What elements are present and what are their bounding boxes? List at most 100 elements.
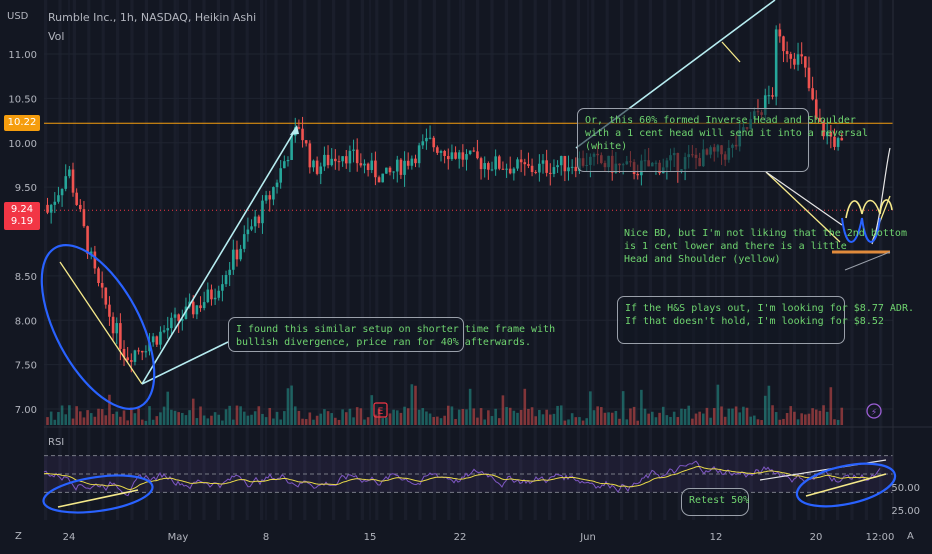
volume-bar (315, 415, 319, 425)
candle-body (559, 156, 563, 166)
y-tick-label: 7.50 (15, 361, 37, 372)
drawings: E ⚡ (40, 0, 897, 514)
volume-bar (519, 409, 523, 425)
volume-bar (581, 420, 585, 425)
volume-bar (505, 407, 508, 425)
volume-bar (534, 416, 538, 425)
grid-lines (44, 0, 893, 520)
volume-bar (140, 419, 144, 425)
volume-bar (516, 412, 519, 425)
candle-body (406, 160, 410, 166)
volume-bar (406, 408, 410, 425)
volume-bar (676, 417, 680, 425)
rsi-tick-label: 50.00 (891, 483, 920, 494)
volume-bar (68, 405, 71, 425)
volume-bar (723, 416, 727, 425)
volume-bar (60, 405, 64, 425)
x-tick-label: May (168, 532, 189, 543)
volume-bar (148, 406, 151, 425)
volume-bar (640, 389, 643, 425)
volume-bar (811, 408, 814, 425)
volume-bar (494, 408, 497, 425)
volume-bar (421, 408, 425, 425)
volume-bar (304, 419, 308, 425)
bottom-annotation-box[interactable]: If the H&S plays out, I'm looking for $8… (617, 296, 914, 344)
volume-bar (457, 409, 461, 425)
volume-bar (712, 408, 716, 425)
volume-bar (381, 418, 384, 425)
volume-bar (742, 406, 745, 425)
candle-body (782, 36, 785, 52)
candle-body (574, 166, 578, 172)
volume-bar (570, 413, 574, 425)
y-tick-label: 8.00 (15, 316, 37, 327)
volume-bar (479, 408, 483, 425)
candle-body (341, 156, 344, 162)
candle-body (425, 137, 428, 142)
volume-bar (239, 406, 242, 425)
volume-bar (734, 406, 738, 425)
candle-body (392, 171, 395, 173)
volume-bar (767, 385, 771, 425)
volume-bar (763, 395, 767, 425)
candle-body (836, 138, 840, 147)
volume-bar (137, 408, 140, 425)
mid-annotation-box[interactable]: Nice BD, but I'm not liking that the 2nd… (617, 222, 907, 270)
earnings-marker-box (373, 402, 388, 418)
volume-bar (530, 407, 534, 425)
top-annotation-box[interactable]: Or, this 60% formed Inverse Head and Sho… (577, 108, 868, 172)
candle-body (71, 169, 75, 193)
candle-body (465, 154, 468, 160)
volume-bar (825, 411, 829, 425)
symbol-title[interactable]: Rumble Inc., 1h, NASDAQ, Heikin Ashi (48, 11, 257, 24)
retest-annotation-box[interactable]: Retest 50% (681, 488, 749, 516)
auto-scale-button[interactable]: A (907, 531, 914, 542)
zoom-button[interactable]: Z (15, 531, 22, 542)
candle-body (308, 143, 312, 168)
candle-body (800, 54, 803, 57)
volume-bar (548, 414, 552, 425)
volume-bar (574, 417, 578, 425)
volume-bar (483, 419, 487, 425)
volume-bar (647, 413, 650, 425)
volume-bar (217, 414, 221, 425)
left-annotation-box[interactable]: I found this similar setup on shorter ti… (228, 317, 555, 352)
candle-body (191, 301, 195, 315)
candle-body (290, 135, 293, 160)
candle-body (487, 163, 490, 170)
x-tick-label: 12 (710, 532, 723, 543)
candle-body (388, 167, 392, 173)
volume-bar (596, 406, 599, 425)
volume-bar (749, 416, 752, 425)
candle-body (789, 54, 793, 59)
volume-bar (279, 419, 282, 425)
volume-bar (753, 415, 756, 425)
rsi-indicator-label[interactable]: RSI (48, 437, 65, 448)
volume-bar (130, 407, 133, 425)
volume-bar (731, 408, 734, 425)
top-annotation-text: Or, this 60% formed Inverse Head and Sho… (585, 115, 868, 152)
y-tick-label: 11.00 (8, 50, 37, 61)
candle-body (133, 350, 137, 362)
candle-body (68, 169, 71, 177)
volume-bar (680, 408, 683, 425)
volume-bar (567, 419, 570, 425)
volume-bar (833, 419, 836, 425)
candle-body (446, 155, 450, 160)
volume-indicator-label[interactable]: Vol (48, 30, 65, 43)
candle-body (137, 350, 140, 352)
candle-body (545, 160, 548, 173)
candle-body (97, 268, 100, 283)
candle-body (421, 141, 425, 146)
volume-bar (246, 415, 250, 425)
volume-bar (585, 418, 589, 425)
volume-bar (210, 415, 213, 425)
candle-body (814, 99, 818, 118)
volume-bar (253, 411, 257, 425)
rsi-divergence-line-left (57, 489, 139, 508)
volume-bar (465, 409, 468, 425)
candle-body (257, 216, 261, 224)
volume-bar (782, 418, 785, 425)
